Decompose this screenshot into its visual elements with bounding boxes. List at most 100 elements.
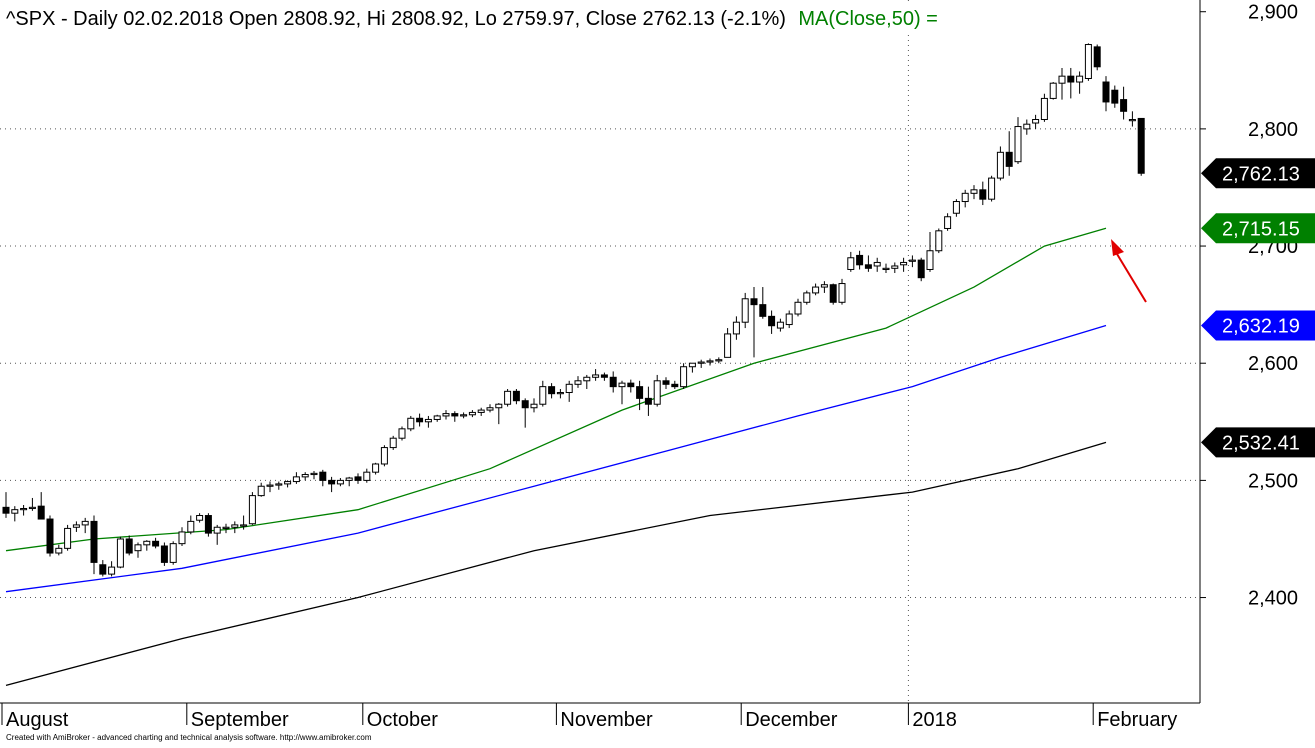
candle [565,380,573,402]
candle-body-up [1058,75,1066,84]
candle-body-up [653,380,661,405]
candle-body-up [468,411,476,416]
candle-body-down [856,254,864,266]
candle-body-up [11,509,19,514]
month-label: 2018 [912,709,957,731]
candle [363,468,371,483]
candle [521,398,529,428]
candle [988,175,996,202]
candle [477,407,485,416]
candle-body-up [908,259,916,262]
price-tag-label: 2,762.13 [1222,163,1300,185]
candle [354,473,362,484]
candle-body-up [1049,82,1057,99]
candle-body-up [944,216,952,229]
candle [864,255,872,272]
candle [627,379,635,393]
candle-body-up [1032,119,1040,124]
candle-body-up [372,463,380,473]
candle [715,357,723,364]
candle [776,318,784,332]
candle-body-up [407,417,415,430]
candle-body-down [160,545,168,563]
candle [90,515,98,575]
candle-body-up [996,151,1004,179]
candle-body-up [926,250,934,270]
candle [231,521,239,534]
candle-body-up [970,189,978,194]
candle-body-up [231,524,239,528]
candle-body-down [644,397,652,405]
candle-body-down [354,476,362,481]
price-tag: 2,715.15 [1201,213,1315,244]
candle [1040,93,1048,122]
candle-body-down [600,374,608,378]
candle-body-up [310,472,318,476]
candle-body-up [196,515,204,521]
y-tick-label: 2,500 [1248,470,1298,492]
candle-body-up [724,333,732,358]
candle [600,372,608,381]
candle [20,504,28,516]
candle [160,542,168,566]
candle [900,257,908,272]
price-tag: 2,532.41 [1201,427,1315,458]
candle-body-up [345,477,353,481]
candle-body-up [1023,123,1031,130]
candle-body-up [108,566,116,575]
candle [961,189,969,208]
candle-layer [2,43,1145,577]
candle-body-up [486,407,494,411]
candle [433,414,441,422]
candle [1137,117,1145,176]
candle-body-up [565,383,573,394]
candle [574,376,582,388]
month-label: October [367,709,438,731]
candle-body-down [609,376,617,388]
candle-body-up [583,376,591,382]
candle-body-up [143,540,151,546]
candle [891,262,899,273]
candle [512,388,520,405]
candle [275,481,283,490]
candle [424,415,432,428]
candle-body-down [768,315,776,327]
candle [882,263,890,273]
candle-body-down [319,471,327,481]
candle-body-down [204,515,212,534]
candle [389,435,397,450]
candle [539,380,547,407]
candle [935,228,943,254]
candle [451,411,459,422]
candle [759,287,767,319]
price-tag: 2,632.19 [1201,310,1315,341]
candle [688,362,696,373]
price-tag-shape [1201,213,1315,244]
candle-body-down [759,304,767,317]
candle-body-up [72,524,80,528]
candle-body-up [275,483,283,486]
candle-body-up [688,362,696,368]
candle-body-down [1111,89,1119,104]
candle-body-down [636,386,644,399]
candle [548,383,556,399]
candle [11,506,19,522]
candle-body-down [662,380,670,385]
candle [196,513,204,523]
candle [292,472,300,484]
candle [847,251,855,272]
candle-body-up [1128,119,1136,122]
candle-body-up [64,527,72,549]
candle [152,537,160,549]
candle [785,310,793,329]
candle [442,410,450,420]
candle [1032,114,1040,129]
candle-body-up [574,380,582,385]
candle-body-up [389,437,397,449]
candle [266,481,274,493]
candle-body-up [1014,126,1022,163]
candle [248,492,256,525]
price-tag-shape [1201,310,1315,341]
candle [856,250,864,270]
